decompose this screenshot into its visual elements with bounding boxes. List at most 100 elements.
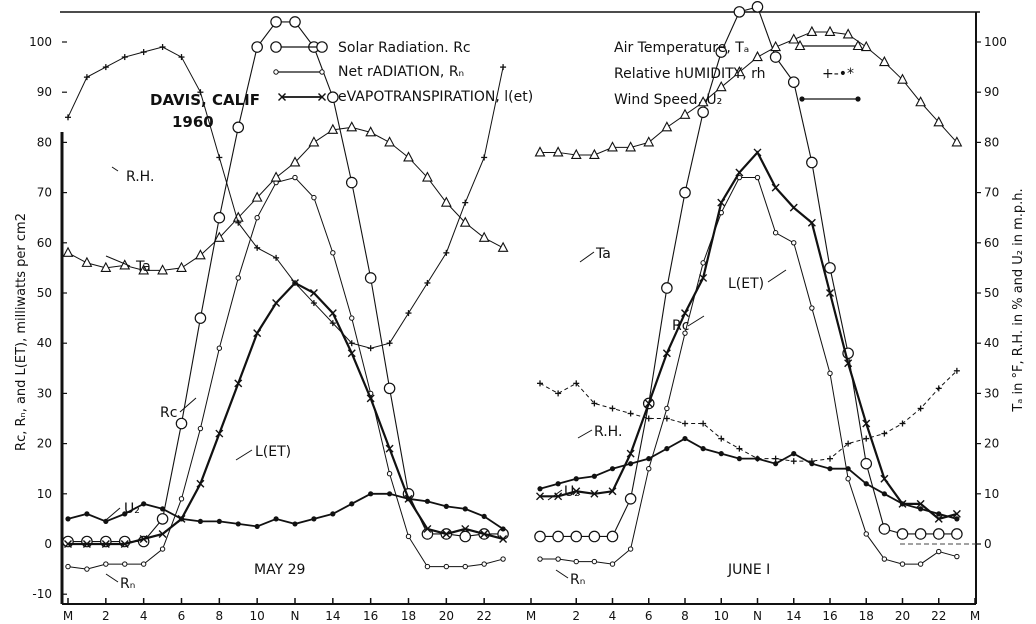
data-point-cross [554,492,563,501]
series-line [540,150,958,521]
data-point-dot [292,174,298,181]
x-tick-label: 16 [363,609,378,623]
data-point-circle [661,282,673,294]
data-point-circle [459,530,472,543]
x-tick-label: 10 [250,609,265,623]
data-point-filled [936,511,942,517]
data-point-filled [405,496,412,502]
data-point-dot [103,561,109,567]
annotation-may-rh: R.H. [126,169,154,185]
x-tick-label: 18 [401,609,416,623]
leader-line [579,251,595,263]
data-point-triangle [588,148,600,159]
y-left-tick-label: 20 [37,437,52,451]
plot-frame [60,11,980,605]
data-point-circle [327,91,339,104]
legend-symbol-u2 [799,96,861,102]
series-line [539,437,958,520]
data-point-dot [827,370,833,377]
data-point-dot [235,275,241,281]
y-left-tick-label: -10 [32,587,52,601]
data-point-filled [330,511,336,517]
data-point-cross [662,349,671,358]
data-point-circle [213,211,226,224]
series-layer [62,1,963,572]
data-point-circle [194,312,207,324]
data-point-circle [100,535,112,548]
y-left-tick-label: 60 [37,236,52,250]
data-point-dot [682,330,688,336]
chart-title-line-1: DAVIS, CALIF [150,91,260,109]
annotation-june-ta: Ta [595,246,611,262]
legend-text-rc: Solar Radiation. Rᴄ [338,40,471,56]
y-right-tick-label: 90 [984,85,999,99]
data-point-dot [863,531,869,537]
y-right-tick-label: 20 [984,437,999,451]
data-point-triangle [384,136,395,147]
data-point-filled [159,506,166,512]
data-point-triangle [308,136,320,147]
data-point-cross [215,429,224,438]
x-tick-label: 8 [681,609,689,623]
data-point-filled [141,501,147,507]
data-point-dot [754,174,761,181]
data-point-circle [932,528,945,540]
data-point-cross [253,329,262,338]
day-label-june: JUNE I [727,562,770,578]
data-point-triangle [643,136,655,147]
text-layer: DAVIS, CALIF 1960 MAY 29 JUNE I Rᴄ, Rₙ, … [14,40,1026,592]
data-point-filled [481,513,487,519]
data-point-dot [555,556,561,562]
data-point-circle [270,16,282,28]
leader-line [547,489,563,501]
data-point-dot [311,194,317,201]
data-point-circle [552,530,564,543]
data-point-cross [64,540,72,548]
data-point-circle [769,51,782,63]
legend-text-let: eVAPOTRANSPIRATION, l(et) [338,89,533,105]
y-right-tick-label: 30 [984,386,999,400]
data-point-cross [234,379,243,388]
data-point-circle [588,530,601,543]
data-point-cross [572,487,581,496]
data-point-cross [442,529,451,538]
data-point-dot [330,250,336,256]
data-point-triangle [794,39,806,51]
chart-title-line-2: 1960 [172,113,214,131]
data-point-triangle [534,146,546,157]
data-point-cross [699,273,708,282]
data-point-triangle [679,108,691,119]
data-point-dot [791,240,797,246]
data-point-triangle [570,148,582,159]
data-point-triangle [213,231,225,242]
data-point-dot [591,558,598,565]
data-point-cross [844,359,853,368]
data-point-dot [319,69,325,75]
data-point-filled [664,446,670,452]
data-point-triangle [806,25,818,37]
data-point-filled [84,511,90,517]
data-point-circle [624,493,637,505]
y-right-tick-label: 50 [984,286,999,300]
data-point-filled [700,446,706,452]
y-right-tick-label: 40 [984,336,999,350]
leader-line [555,569,569,579]
leader-line [767,269,787,283]
data-point-cross [608,487,617,496]
data-point-circle [606,530,619,543]
data-point-circle [697,106,709,119]
data-point-dot [936,548,942,555]
y-right-tick-label: 80 [984,135,999,149]
data-point-triangle [788,33,800,44]
series-plus-day1 [65,44,507,352]
data-point-cross [423,524,432,533]
data-point-cross [158,529,167,538]
data-point-triangle [933,116,945,127]
data-point-cross [644,399,653,408]
data-point-triangle [195,249,206,260]
data-point-filled [311,516,317,522]
data-point-cross [789,203,798,212]
data-point-triangle [81,256,93,267]
leader-line [577,429,593,439]
data-point-dot [254,215,260,221]
